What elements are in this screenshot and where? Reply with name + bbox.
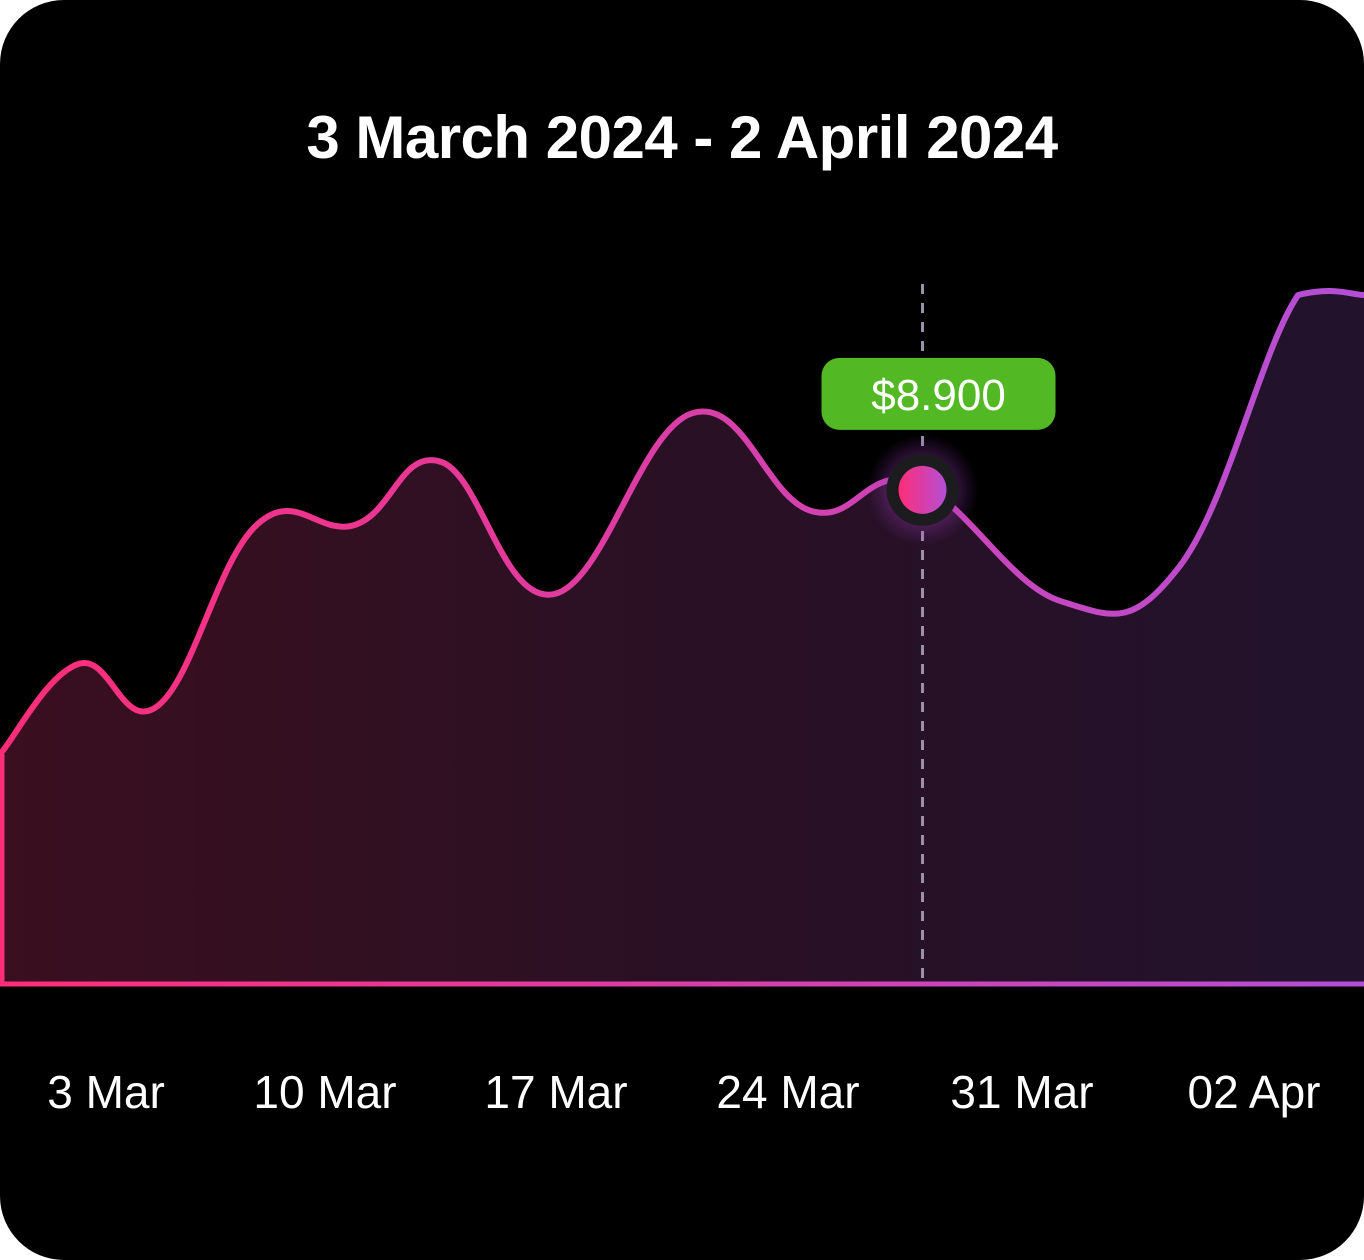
x-tick-label: 17 Mar xyxy=(484,1066,627,1118)
series-line xyxy=(0,288,1364,758)
x-tick-label: 24 Mar xyxy=(716,1066,859,1118)
x-tick-label: 10 Mar xyxy=(253,1066,396,1118)
highlight-point[interactable] xyxy=(898,465,947,514)
x-axis-tick-labels: 3 Mar 10 Mar 17 Mar 24 Mar 31 Mar 02 Apr xyxy=(47,1066,1320,1118)
series-area-fill xyxy=(0,291,1364,984)
x-tick-label: 02 Apr xyxy=(1188,1066,1321,1118)
highlight-marker[interactable] xyxy=(866,433,979,546)
chart-title: 3 March 2024 - 2 April 2024 xyxy=(306,104,1058,171)
x-tick-label: 31 Mar xyxy=(950,1066,1093,1118)
tooltip-background xyxy=(821,357,1056,430)
x-tick-label: 3 Mar xyxy=(47,1066,165,1118)
tooltip-value: $8.900 xyxy=(871,371,1006,420)
value-tooltip: $8.900 xyxy=(821,357,1056,430)
